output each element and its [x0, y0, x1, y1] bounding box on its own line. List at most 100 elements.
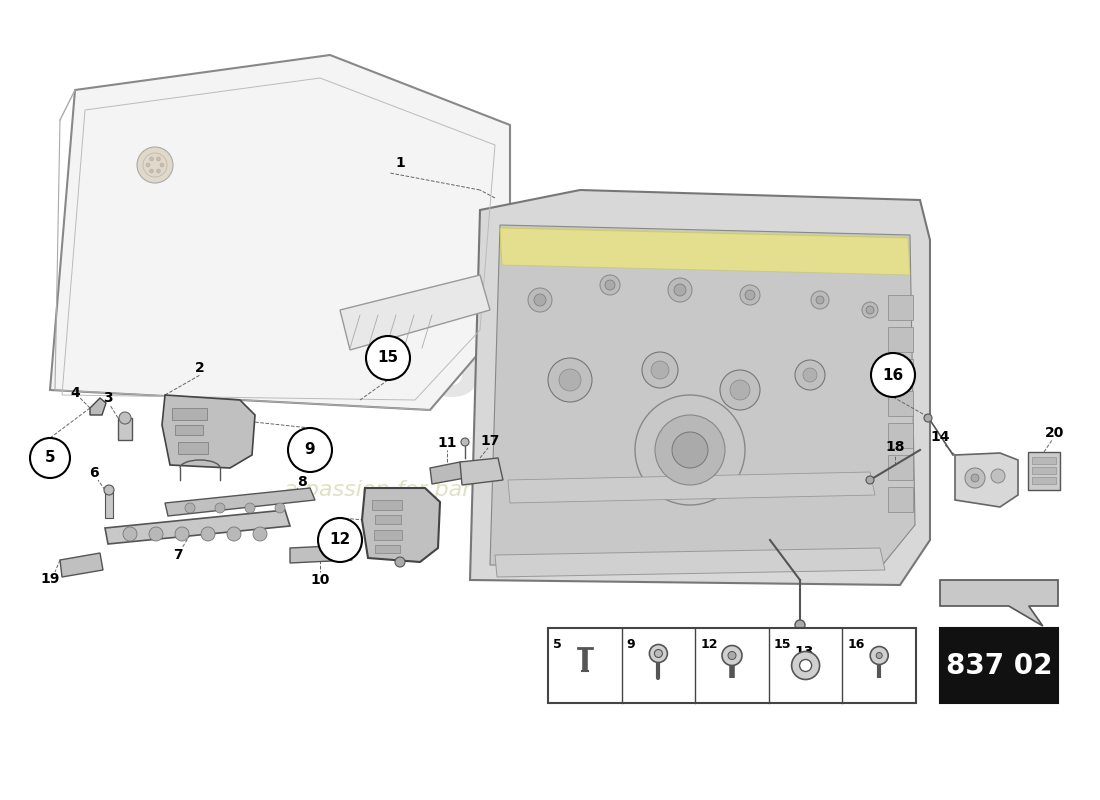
Text: 9: 9: [305, 442, 316, 458]
Circle shape: [227, 527, 241, 541]
Circle shape: [146, 163, 150, 167]
Circle shape: [740, 285, 760, 305]
Text: 15: 15: [377, 350, 398, 366]
Circle shape: [559, 369, 581, 391]
Text: 9: 9: [627, 638, 635, 651]
Circle shape: [288, 428, 332, 472]
Text: 6: 6: [89, 466, 99, 480]
Text: 13: 13: [794, 645, 814, 659]
Polygon shape: [104, 510, 290, 544]
Polygon shape: [162, 395, 255, 468]
Bar: [888, 487, 913, 512]
Polygon shape: [50, 55, 510, 410]
Text: 5: 5: [553, 638, 562, 651]
Bar: [375, 515, 402, 524]
Circle shape: [123, 527, 138, 541]
Polygon shape: [940, 580, 1058, 626]
Polygon shape: [470, 190, 930, 585]
Text: 837 02: 837 02: [946, 651, 1053, 679]
Circle shape: [185, 503, 195, 513]
Text: 17: 17: [481, 434, 499, 448]
Bar: [888, 423, 913, 448]
Circle shape: [730, 380, 750, 400]
Polygon shape: [955, 453, 1018, 507]
Circle shape: [651, 361, 669, 379]
Bar: [175, 425, 204, 435]
Circle shape: [866, 476, 874, 484]
Text: 7: 7: [173, 548, 183, 562]
Text: 19: 19: [41, 572, 59, 586]
Bar: [1032, 477, 1056, 484]
Circle shape: [862, 302, 878, 318]
Polygon shape: [90, 398, 106, 415]
Circle shape: [635, 395, 745, 505]
Circle shape: [318, 518, 362, 562]
Circle shape: [150, 169, 154, 173]
Bar: [888, 327, 913, 352]
Circle shape: [871, 353, 915, 397]
Bar: [940, 628, 1058, 703]
Polygon shape: [430, 462, 465, 484]
Circle shape: [971, 474, 979, 482]
Circle shape: [795, 620, 805, 630]
Bar: [375, 545, 400, 553]
Text: 16: 16: [882, 367, 903, 382]
Bar: [374, 530, 401, 540]
Circle shape: [548, 358, 592, 402]
Bar: [548, 628, 916, 703]
Circle shape: [800, 659, 812, 671]
Text: a passion for parts since: a passion for parts since: [284, 480, 557, 500]
Circle shape: [366, 336, 410, 380]
Circle shape: [104, 485, 114, 495]
Circle shape: [528, 288, 552, 312]
Bar: [888, 359, 913, 384]
Circle shape: [156, 169, 161, 173]
Circle shape: [728, 651, 736, 659]
Circle shape: [924, 414, 932, 422]
Polygon shape: [60, 553, 103, 577]
Polygon shape: [495, 548, 886, 577]
Circle shape: [395, 557, 405, 567]
Circle shape: [642, 352, 678, 388]
Bar: [104, 490, 113, 518]
Circle shape: [672, 432, 708, 468]
Circle shape: [745, 290, 755, 300]
Polygon shape: [290, 545, 352, 563]
Text: 18: 18: [886, 440, 904, 454]
Circle shape: [201, 527, 214, 541]
Polygon shape: [362, 488, 440, 562]
Polygon shape: [1028, 452, 1060, 490]
Circle shape: [654, 415, 725, 485]
Bar: [888, 391, 913, 416]
Circle shape: [674, 284, 686, 296]
Circle shape: [275, 503, 285, 513]
Polygon shape: [508, 472, 874, 503]
Circle shape: [722, 646, 742, 666]
Text: 4: 4: [70, 386, 80, 400]
Circle shape: [534, 294, 546, 306]
Polygon shape: [340, 275, 490, 350]
Text: 8: 8: [297, 475, 307, 489]
Bar: [1032, 467, 1056, 474]
Bar: [178, 442, 208, 454]
Circle shape: [605, 280, 615, 290]
Bar: [172, 408, 207, 420]
Text: 16: 16: [847, 638, 865, 651]
Circle shape: [253, 527, 267, 541]
Text: eurospares: eurospares: [241, 324, 838, 416]
Circle shape: [668, 278, 692, 302]
Circle shape: [866, 306, 874, 314]
Text: 15: 15: [773, 638, 791, 651]
Text: 1985: 1985: [519, 469, 740, 571]
Circle shape: [649, 645, 668, 662]
Circle shape: [877, 653, 882, 658]
Circle shape: [30, 438, 70, 478]
Circle shape: [150, 157, 154, 161]
Circle shape: [965, 468, 985, 488]
Text: 3: 3: [103, 391, 113, 405]
Circle shape: [138, 147, 173, 183]
Circle shape: [720, 370, 760, 410]
Circle shape: [160, 163, 164, 167]
Text: 20: 20: [1045, 426, 1065, 440]
Circle shape: [803, 368, 817, 382]
